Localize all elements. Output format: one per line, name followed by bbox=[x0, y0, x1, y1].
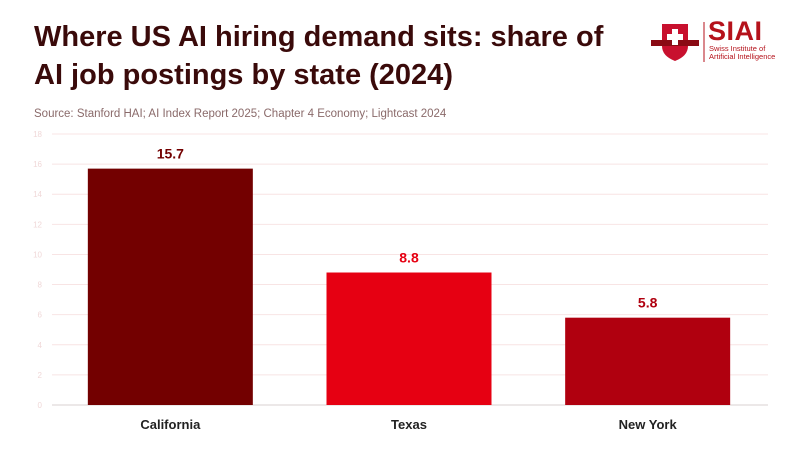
y-tick-label: 18 bbox=[33, 130, 42, 139]
y-tick-label: 10 bbox=[33, 250, 42, 259]
y-tick-label: 14 bbox=[33, 190, 42, 199]
bars bbox=[87, 168, 731, 405]
x-tick-label: California bbox=[140, 417, 201, 432]
data-label: 8.8 bbox=[399, 250, 419, 266]
data-labels: 15.7 8.8 5.8 bbox=[157, 146, 658, 311]
logo-subtitle: Swiss Institute of Artificial Intelligen… bbox=[709, 45, 775, 61]
logo-subtitle-line2: Artificial Intelligence bbox=[709, 52, 776, 61]
bar-texas bbox=[326, 272, 492, 405]
x-tick-label: New York bbox=[619, 417, 678, 432]
y-tick-label: 12 bbox=[33, 220, 42, 229]
y-tick-label: 2 bbox=[38, 371, 43, 380]
y-tick-label: 16 bbox=[33, 160, 42, 169]
logo-name: SIAI bbox=[708, 16, 763, 46]
data-label: 5.8 bbox=[638, 295, 658, 311]
bar-california bbox=[87, 168, 253, 405]
y-tick-label: 0 bbox=[38, 401, 43, 410]
y-tick-label: 6 bbox=[38, 311, 43, 320]
bar-new-york bbox=[565, 317, 731, 405]
x-axis-labels: California Texas New York bbox=[140, 417, 677, 432]
y-tick-label: 8 bbox=[38, 281, 43, 290]
shield-logo-icon bbox=[651, 22, 705, 62]
chart-title: Where US AI hiring demand sits: share of… bbox=[34, 21, 604, 91]
source-note: Source: Stanford HAI; AI Index Report 20… bbox=[34, 108, 447, 120]
y-tick-label: 4 bbox=[38, 341, 43, 350]
logo-subtitle-line1: Swiss Institute of bbox=[709, 44, 766, 53]
data-label: 15.7 bbox=[157, 146, 184, 162]
y-axis-ticks: 0 2 4 6 8 10 12 14 16 18 bbox=[33, 130, 42, 410]
x-tick-label: Texas bbox=[391, 417, 427, 432]
siai-logo: SIAI Swiss Institute of Artificial Intel… bbox=[648, 16, 798, 64]
